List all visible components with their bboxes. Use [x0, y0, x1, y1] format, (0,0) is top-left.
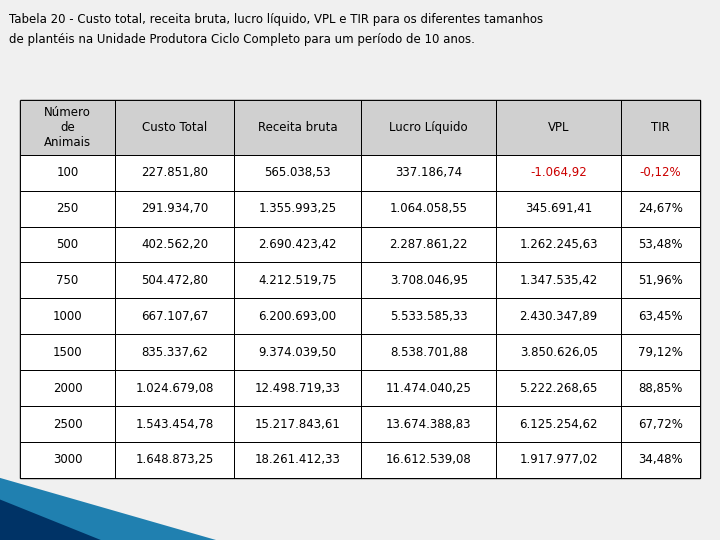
Text: -1.064,92: -1.064,92 [531, 166, 587, 179]
Text: Receita bruta: Receita bruta [258, 121, 338, 134]
Text: 345.691,41: 345.691,41 [525, 202, 593, 215]
Text: 15.217.843,61: 15.217.843,61 [255, 417, 341, 430]
Text: 1.355.993,25: 1.355.993,25 [258, 202, 337, 215]
Text: 402.562,20: 402.562,20 [141, 238, 208, 251]
Text: 1.262.245,63: 1.262.245,63 [519, 238, 598, 251]
Text: 1500: 1500 [53, 346, 82, 359]
Text: 1.064.058,55: 1.064.058,55 [390, 202, 468, 215]
Text: 6.200.693,00: 6.200.693,00 [258, 310, 337, 323]
Text: 5.533.585,33: 5.533.585,33 [390, 310, 467, 323]
Text: 1.347.535,42: 1.347.535,42 [520, 274, 598, 287]
Text: 6.125.254,62: 6.125.254,62 [519, 417, 598, 430]
Text: Custo Total: Custo Total [142, 121, 207, 134]
Text: 3.850.626,05: 3.850.626,05 [520, 346, 598, 359]
Text: 291.934,70: 291.934,70 [141, 202, 208, 215]
Text: 53,48%: 53,48% [638, 238, 683, 251]
Text: -0,12%: -0,12% [639, 166, 681, 179]
Text: TIR: TIR [651, 121, 670, 134]
Text: 1.543.454,78: 1.543.454,78 [135, 417, 214, 430]
Text: 18.261.412,33: 18.261.412,33 [255, 454, 341, 467]
Text: 500: 500 [57, 238, 78, 251]
Text: 337.186,74: 337.186,74 [395, 166, 462, 179]
Text: 2.690.423,42: 2.690.423,42 [258, 238, 337, 251]
Text: 67,72%: 67,72% [638, 417, 683, 430]
Text: 11.474.040,25: 11.474.040,25 [386, 382, 472, 395]
Text: 9.374.039,50: 9.374.039,50 [258, 346, 337, 359]
Text: 250: 250 [56, 202, 78, 215]
Text: 16.612.539,08: 16.612.539,08 [386, 454, 472, 467]
Text: 3.708.046,95: 3.708.046,95 [390, 274, 468, 287]
Text: 835.337,62: 835.337,62 [141, 346, 208, 359]
Text: 79,12%: 79,12% [638, 346, 683, 359]
Text: 1.917.977,02: 1.917.977,02 [519, 454, 598, 467]
Text: 13.674.388,83: 13.674.388,83 [386, 417, 472, 430]
Text: 2500: 2500 [53, 417, 82, 430]
Text: 565.038,53: 565.038,53 [264, 166, 331, 179]
Text: Lucro Líquido: Lucro Líquido [390, 121, 468, 134]
Text: 88,85%: 88,85% [638, 382, 683, 395]
Text: 3000: 3000 [53, 454, 82, 467]
Text: 1000: 1000 [53, 310, 82, 323]
Text: Tabela 20 - Custo total, receita bruta, lucro líquido, VPL e TIR para os diferen: Tabela 20 - Custo total, receita bruta, … [9, 14, 543, 26]
Text: 227.851,80: 227.851,80 [141, 166, 208, 179]
Text: 750: 750 [56, 274, 78, 287]
Text: 8.538.701,88: 8.538.701,88 [390, 346, 468, 359]
Text: 34,48%: 34,48% [638, 454, 683, 467]
Text: VPL: VPL [548, 121, 570, 134]
Text: Número
de
Animais: Número de Animais [44, 106, 91, 149]
Text: 667.107,67: 667.107,67 [141, 310, 208, 323]
Text: 1.024.679,08: 1.024.679,08 [135, 382, 214, 395]
Text: 2.430.347,89: 2.430.347,89 [520, 310, 598, 323]
Text: de plantéis na Unidade Produtora Ciclo Completo para um período de 10 anos.: de plantéis na Unidade Produtora Ciclo C… [9, 33, 474, 46]
Text: 1.648.873,25: 1.648.873,25 [135, 454, 214, 467]
Text: 24,67%: 24,67% [638, 202, 683, 215]
Text: 2000: 2000 [53, 382, 82, 395]
Text: 12.498.719,33: 12.498.719,33 [255, 382, 341, 395]
Text: 5.222.268,65: 5.222.268,65 [520, 382, 598, 395]
Text: 100: 100 [56, 166, 78, 179]
Text: 4.212.519,75: 4.212.519,75 [258, 274, 337, 287]
Text: 63,45%: 63,45% [638, 310, 683, 323]
Text: 2.287.861,22: 2.287.861,22 [390, 238, 468, 251]
Text: 51,96%: 51,96% [638, 274, 683, 287]
Text: 504.472,80: 504.472,80 [141, 274, 208, 287]
